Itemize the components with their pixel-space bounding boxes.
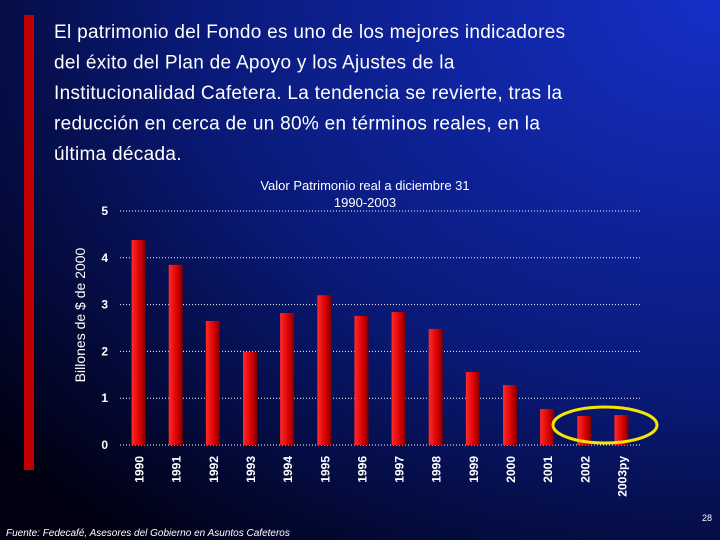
x-tick-label: 1997 [393, 456, 407, 483]
bar [243, 351, 257, 445]
x-tick-label: 1993 [244, 456, 258, 483]
x-tick-label: 1995 [318, 456, 332, 483]
y-tick-label: 5 [101, 204, 108, 218]
x-tick-label: 1994 [281, 456, 295, 483]
x-tick-label: 2003py [615, 456, 629, 497]
chart-subtitle: 1990-2003 [334, 195, 396, 210]
y-tick-label: 1 [101, 391, 108, 405]
bar [577, 415, 592, 445]
bar [205, 320, 220, 445]
title-line: del éxito del Plan de Apoyo y los Ajuste… [54, 53, 455, 74]
x-tick-label: 1990 [133, 456, 147, 483]
x-tick-label: 1999 [467, 456, 481, 483]
y-tick-label: 0 [101, 438, 108, 452]
page-number: 28 [702, 513, 712, 523]
bar [168, 264, 183, 445]
x-tick-label: 1991 [170, 456, 184, 483]
accent-bar [24, 15, 34, 470]
y-axis-label: Billones de $ de 2000 [72, 247, 88, 382]
title-line: Institucionalidad Cafetera. La tendencia… [54, 83, 562, 104]
bar [354, 315, 369, 445]
y-tick-label: 3 [101, 298, 108, 312]
y-tick-label: 2 [101, 344, 108, 358]
bar [540, 408, 555, 445]
bar [391, 312, 406, 445]
chart-title: Valor Patrimonio real a diciembre 31 [260, 178, 469, 193]
title-line: última década. [54, 144, 182, 165]
x-tick-label: 1998 [430, 456, 444, 483]
bar [317, 295, 332, 445]
bar [131, 240, 146, 445]
x-tick-label: 1992 [207, 456, 221, 483]
x-tick-label: 2000 [504, 456, 518, 483]
bar [614, 415, 629, 445]
x-tick-label: 2002 [578, 456, 592, 483]
x-tick-label: 1996 [355, 456, 369, 483]
bar [280, 313, 295, 445]
bar [428, 328, 443, 445]
bar [503, 385, 517, 445]
source: Fuente: Fedecafé, Asesores del Gobierno … [6, 528, 290, 539]
highlight-ellipse [551, 405, 659, 445]
y-tick-label: 4 [101, 251, 108, 265]
bar [465, 371, 480, 445]
title-line: reducción en cerca de un 80% en términos… [54, 114, 540, 135]
title-line: El patrimonio del Fondo es uno de los me… [54, 22, 565, 43]
x-tick-label: 2001 [541, 456, 555, 483]
